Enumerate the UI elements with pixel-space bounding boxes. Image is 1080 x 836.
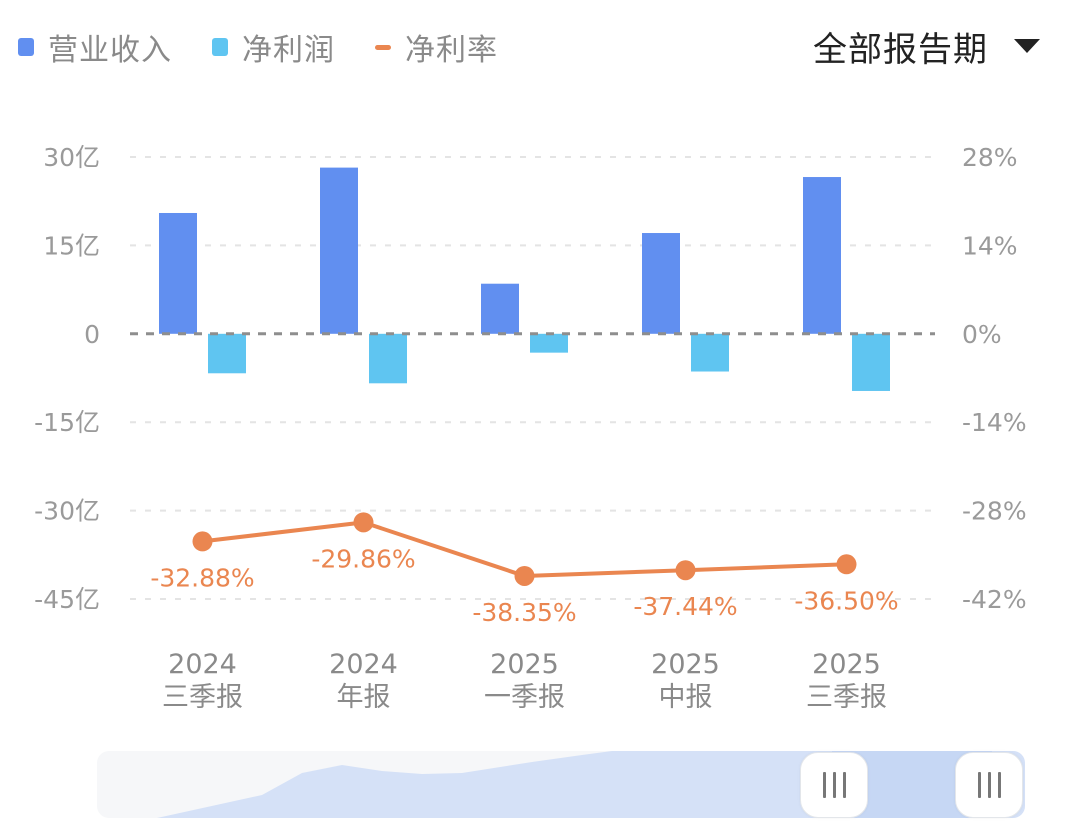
net-margin-label: -37.44% — [633, 592, 737, 621]
caret-down-icon — [1014, 39, 1040, 53]
x-axis-period: 一季报 — [484, 682, 565, 713]
grip-icon — [822, 772, 846, 798]
left-y-axis: 30亿 15亿 0 -15亿 -30亿 -45亿 — [34, 143, 100, 614]
net-margin-point[interactable] — [675, 560, 696, 581]
revenue-bar[interactable] — [159, 212, 197, 334]
right-axis-tick: 28% — [962, 143, 1018, 172]
report-period-label: 全部报告期 — [813, 29, 988, 70]
left-axis-tick: 0 — [84, 320, 100, 349]
right-axis-tick: 14% — [962, 231, 1018, 260]
right-axis-tick: -14% — [962, 408, 1027, 437]
report-period-dropdown[interactable]: 全部报告期 — [813, 20, 1040, 72]
legend-item-net-profit[interactable]: 净利润 — [212, 25, 335, 69]
right-axis-tick: 0% — [962, 320, 1002, 349]
right-y-axis: 28% 14% 0% -14% -28% -42% — [962, 143, 1027, 614]
revenue-bar[interactable] — [642, 233, 680, 334]
revenue-bar[interactable] — [803, 177, 841, 334]
x-axis-year: 2024 — [329, 649, 398, 680]
left-axis-tick: -45亿 — [34, 585, 100, 614]
x-axis-period: 三季报 — [162, 682, 243, 713]
zoom-handle-right[interactable] — [955, 752, 1023, 818]
revenue-bar[interactable] — [481, 283, 519, 334]
legend-label: 净利润 — [242, 33, 335, 68]
data-zoom-slider[interactable] — [97, 751, 1025, 818]
legend-item-net-margin[interactable]: 净利率 — [375, 25, 498, 69]
chart-legend: 营业收入 净利润 净利率 — [18, 22, 538, 72]
bar-series — [159, 167, 890, 391]
x-axis-period: 中报 — [659, 682, 713, 713]
net-profit-bar[interactable] — [530, 333, 568, 353]
x-axis-period: 年报 — [337, 682, 391, 713]
revenue-bar[interactable] — [320, 167, 358, 334]
legend-label: 营业收入 — [48, 33, 172, 68]
legend-swatch-revenue — [18, 38, 34, 56]
x-axis-year: 2025 — [812, 649, 881, 680]
net-profit-bar[interactable] — [852, 333, 890, 391]
legend-swatch-net-margin — [375, 44, 391, 50]
net-margin-label: -32.88% — [150, 563, 254, 592]
net-margin-label: -38.35% — [472, 598, 576, 627]
left-axis-tick: -30亿 — [34, 497, 100, 526]
legend-item-revenue[interactable]: 营业收入 — [18, 25, 172, 69]
legend-label: 净利率 — [405, 33, 498, 68]
x-axis-year: 2025 — [651, 649, 720, 680]
net-profit-bar[interactable] — [691, 333, 729, 372]
net-margin-point[interactable] — [836, 554, 857, 575]
left-axis-tick: 15亿 — [43, 231, 100, 260]
net-profit-bar[interactable] — [208, 333, 246, 374]
net-margin-line: -32.88% -29.86% -38.35% -37.44% -36.50% — [150, 512, 899, 627]
x-axis-year: 2025 — [490, 649, 559, 680]
x-axis-year: 2024 — [168, 649, 237, 680]
right-axis-tick: -42% — [962, 585, 1027, 614]
zoom-preview-area — [115, 751, 1025, 818]
left-axis-tick: -15亿 — [34, 408, 100, 437]
right-axis-tick: -28% — [962, 497, 1027, 526]
net-margin-label: -29.86% — [311, 544, 415, 573]
net-margin-point[interactable] — [353, 512, 374, 533]
grip-icon — [977, 772, 1001, 798]
zoom-handle-left[interactable] — [800, 752, 868, 818]
net-margin-point[interactable] — [192, 531, 213, 552]
legend-swatch-net-profit — [212, 38, 228, 56]
left-axis-tick: 30亿 — [43, 143, 100, 172]
net-profit-bar[interactable] — [369, 333, 407, 384]
net-margin-point[interactable] — [514, 565, 535, 586]
x-axis-period: 三季报 — [806, 682, 887, 713]
net-margin-label: -36.50% — [794, 586, 898, 615]
